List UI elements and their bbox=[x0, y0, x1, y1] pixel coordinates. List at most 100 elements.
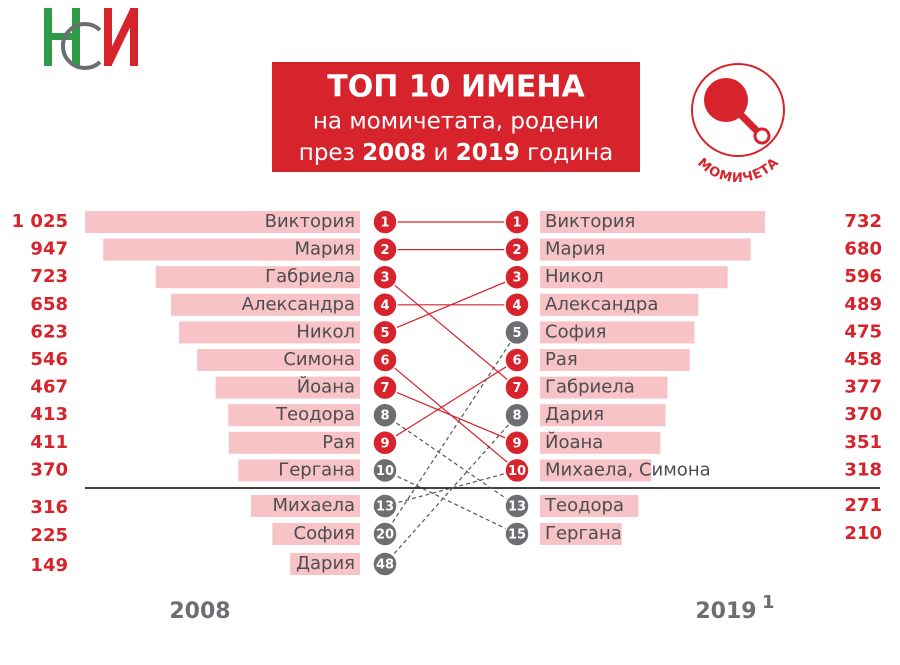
rank-circle bbox=[372, 292, 398, 318]
bar bbox=[540, 431, 661, 454]
title-box bbox=[272, 62, 640, 172]
value-label: 413 bbox=[30, 404, 68, 425]
rank-label: 5 bbox=[380, 326, 389, 341]
name-label: Йоана bbox=[545, 431, 603, 453]
rank-label: 9 bbox=[512, 436, 521, 451]
rank-circle bbox=[372, 264, 398, 290]
rank-link bbox=[384, 414, 518, 565]
rank-circle bbox=[372, 319, 398, 346]
rank-label: 2 bbox=[512, 243, 521, 258]
bar bbox=[238, 459, 360, 482]
name-label: Михаела, Симона bbox=[545, 459, 711, 480]
name-label: Мария bbox=[545, 239, 606, 260]
rank-label: 1 bbox=[512, 216, 521, 231]
rank-link bbox=[384, 276, 518, 333]
rank-circle bbox=[504, 402, 530, 428]
rank-circle bbox=[504, 430, 530, 456]
bar bbox=[540, 376, 668, 399]
value-label: 458 bbox=[844, 349, 882, 370]
bar bbox=[170, 293, 360, 316]
value-label: 467 bbox=[30, 377, 68, 398]
bar bbox=[215, 376, 360, 399]
name-label: Дария bbox=[545, 404, 604, 425]
bar bbox=[540, 495, 639, 517]
name-label: Никол bbox=[296, 321, 355, 342]
rank-link bbox=[384, 387, 518, 444]
footnote: 1 bbox=[762, 592, 775, 613]
value-label: 370 bbox=[30, 459, 68, 480]
value-label: 623 bbox=[30, 321, 68, 342]
badge-label: МОМИЧЕТА bbox=[695, 155, 782, 185]
name-label: Рая bbox=[322, 432, 355, 453]
subtitle-part: година bbox=[527, 140, 613, 166]
rank-label: 8 bbox=[512, 409, 521, 424]
bar bbox=[540, 266, 728, 289]
bar bbox=[103, 238, 360, 261]
bar bbox=[540, 321, 695, 344]
rank-label: 2 bbox=[380, 243, 389, 258]
value-label: 411 bbox=[30, 432, 68, 453]
rank-circle bbox=[504, 264, 530, 290]
name-label: Мария bbox=[294, 239, 355, 260]
bar bbox=[85, 211, 360, 233]
name-label: Дария bbox=[296, 553, 355, 574]
rank-label: 20 bbox=[376, 528, 394, 543]
rank-label: 48 bbox=[376, 558, 394, 573]
rank-circle bbox=[372, 493, 398, 519]
rank-label: 5 bbox=[512, 326, 521, 341]
name-label: Теодора bbox=[544, 495, 624, 516]
rank-label: 3 bbox=[380, 271, 389, 286]
name-label: Гергана bbox=[545, 523, 622, 544]
bar bbox=[272, 523, 360, 545]
bar bbox=[197, 349, 360, 371]
rank-link bbox=[384, 414, 518, 507]
subtitle-part: 2008 bbox=[362, 140, 426, 166]
bar bbox=[155, 266, 360, 289]
bar bbox=[540, 523, 622, 545]
rank-circle bbox=[504, 521, 530, 547]
rank-circle bbox=[504, 457, 530, 484]
rank-link bbox=[384, 332, 518, 535]
name-label: Михаела bbox=[272, 495, 355, 516]
bar bbox=[179, 321, 360, 344]
rank-circle bbox=[504, 347, 530, 373]
subtitle: на момичетата, родени bbox=[313, 109, 599, 135]
bar bbox=[540, 238, 751, 261]
rank-circle bbox=[504, 292, 530, 318]
value-label: 596 bbox=[844, 266, 882, 287]
bar bbox=[540, 349, 690, 371]
name-label: Гергана bbox=[278, 459, 355, 480]
rank-circle bbox=[504, 374, 530, 401]
rank-label: 13 bbox=[508, 500, 526, 515]
rank-circle bbox=[372, 430, 398, 456]
rank-label: 9 bbox=[380, 436, 389, 451]
name-label: Габриела bbox=[265, 266, 355, 287]
value-label: 210 bbox=[844, 523, 882, 544]
rank-link bbox=[384, 469, 518, 535]
rank-circle bbox=[504, 236, 530, 263]
rank-circle bbox=[372, 374, 398, 401]
value-label: 947 bbox=[30, 239, 68, 260]
rank-label: 7 bbox=[380, 381, 389, 396]
value-label: 680 bbox=[844, 239, 882, 260]
name-label: Рая bbox=[545, 349, 578, 370]
rank-circle bbox=[372, 457, 398, 484]
value-label: 318 bbox=[844, 459, 882, 480]
year-right: 2019 bbox=[695, 599, 756, 624]
rank-circle bbox=[372, 347, 398, 373]
name-label: Габриела bbox=[545, 377, 635, 398]
rank-label: 6 bbox=[380, 354, 389, 369]
rank-label: 6 bbox=[512, 354, 521, 369]
rank-label: 13 bbox=[376, 500, 394, 515]
rank-circle bbox=[372, 521, 398, 547]
svg-text:МОМИЧЕТА: МОМИЧЕТА bbox=[695, 155, 782, 185]
value-label: 225 bbox=[30, 525, 68, 546]
name-label: София bbox=[294, 523, 356, 544]
rank-label: 10 bbox=[376, 464, 394, 479]
name-label: Виктория bbox=[545, 211, 635, 232]
rank-label: 8 bbox=[380, 409, 389, 424]
value-label: 1 025 bbox=[12, 211, 68, 232]
logo bbox=[44, 8, 138, 70]
subtitle-part: 2019 bbox=[456, 140, 520, 166]
